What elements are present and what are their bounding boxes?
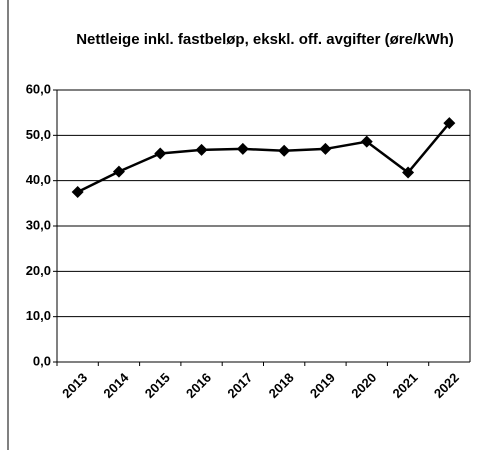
x-tick-label: 2021	[390, 370, 421, 401]
y-tick-label: 10,0	[26, 308, 51, 323]
y-tick-label: 20,0	[26, 263, 51, 278]
marker	[278, 144, 291, 157]
y-tick-label: 0,0	[33, 353, 51, 368]
x-tick-label: 2014	[100, 369, 132, 401]
x-tick-label: 2015	[142, 370, 173, 401]
marker	[154, 147, 167, 160]
chart-title: Nettleige inkl. fastbeløp, ekskl. off. a…	[76, 31, 454, 48]
x-tick-label: 2020	[348, 370, 379, 401]
x-tick-label: 2016	[183, 370, 214, 401]
y-tick-label: 30,0	[26, 217, 51, 232]
marker	[236, 142, 249, 155]
marker	[443, 117, 456, 130]
x-tick-label: 2022	[431, 370, 462, 401]
marker	[71, 186, 84, 198]
line	[77, 122, 451, 194]
x-tick-label: 2018	[266, 370, 297, 401]
y-tick-label: 40,0	[26, 172, 51, 187]
y-tick-label: 50,0	[26, 127, 51, 142]
marker	[319, 142, 332, 155]
marker	[402, 166, 415, 179]
x-tick-label: 2017	[224, 370, 255, 401]
x-tick-label: 2013	[59, 370, 90, 401]
marker	[360, 135, 373, 148]
y-tick-label: 60,0	[26, 81, 51, 96]
marker	[112, 165, 125, 178]
x-tick-label: 2019	[307, 370, 338, 401]
marker	[195, 143, 208, 156]
